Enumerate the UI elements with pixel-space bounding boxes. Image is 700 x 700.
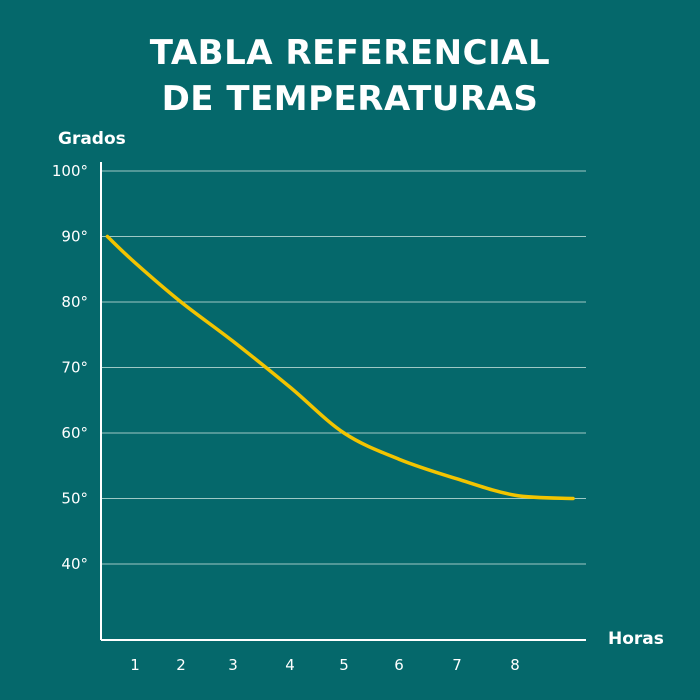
chart-title: TABLA REFERENCIAL DE TEMPERATURAS [0, 30, 700, 122]
x-tick-label: 6 [394, 656, 404, 674]
x-tick-label: 2 [176, 656, 186, 674]
chart-title-line-1: TABLA REFERENCIAL [149, 33, 551, 73]
x-axis-label: Horas [608, 629, 664, 649]
y-tick-label: 100° [52, 162, 88, 180]
x-tick-label: 4 [285, 656, 295, 674]
y-tick-labels: 100° 90° 80° 70° 60° 50° 40° [52, 162, 88, 573]
chart-title-line-2: DE TEMPERATURAS [161, 79, 539, 119]
y-tick-label: 60° [61, 424, 88, 442]
x-tick-label: 8 [510, 656, 520, 674]
series-points [107, 236, 574, 499]
y-tick-label: 70° [61, 359, 88, 377]
grid-lines [101, 170, 586, 565]
x-tick-label: 1 [130, 656, 140, 674]
y-tick-label: 80° [61, 293, 88, 311]
x-tick-label: 3 [228, 656, 238, 674]
y-tick-label: 90° [61, 228, 88, 246]
y-axis-label: Grados [58, 129, 126, 149]
y-tick-label: 40° [61, 555, 88, 573]
x-tick-labels: 1 2 3 4 5 6 7 8 [130, 656, 520, 674]
y-tick-label: 50° [61, 490, 88, 508]
x-tick-label: 7 [452, 656, 462, 674]
temperature-series-line [105, 234, 575, 501]
x-tick-label: 5 [339, 656, 349, 674]
